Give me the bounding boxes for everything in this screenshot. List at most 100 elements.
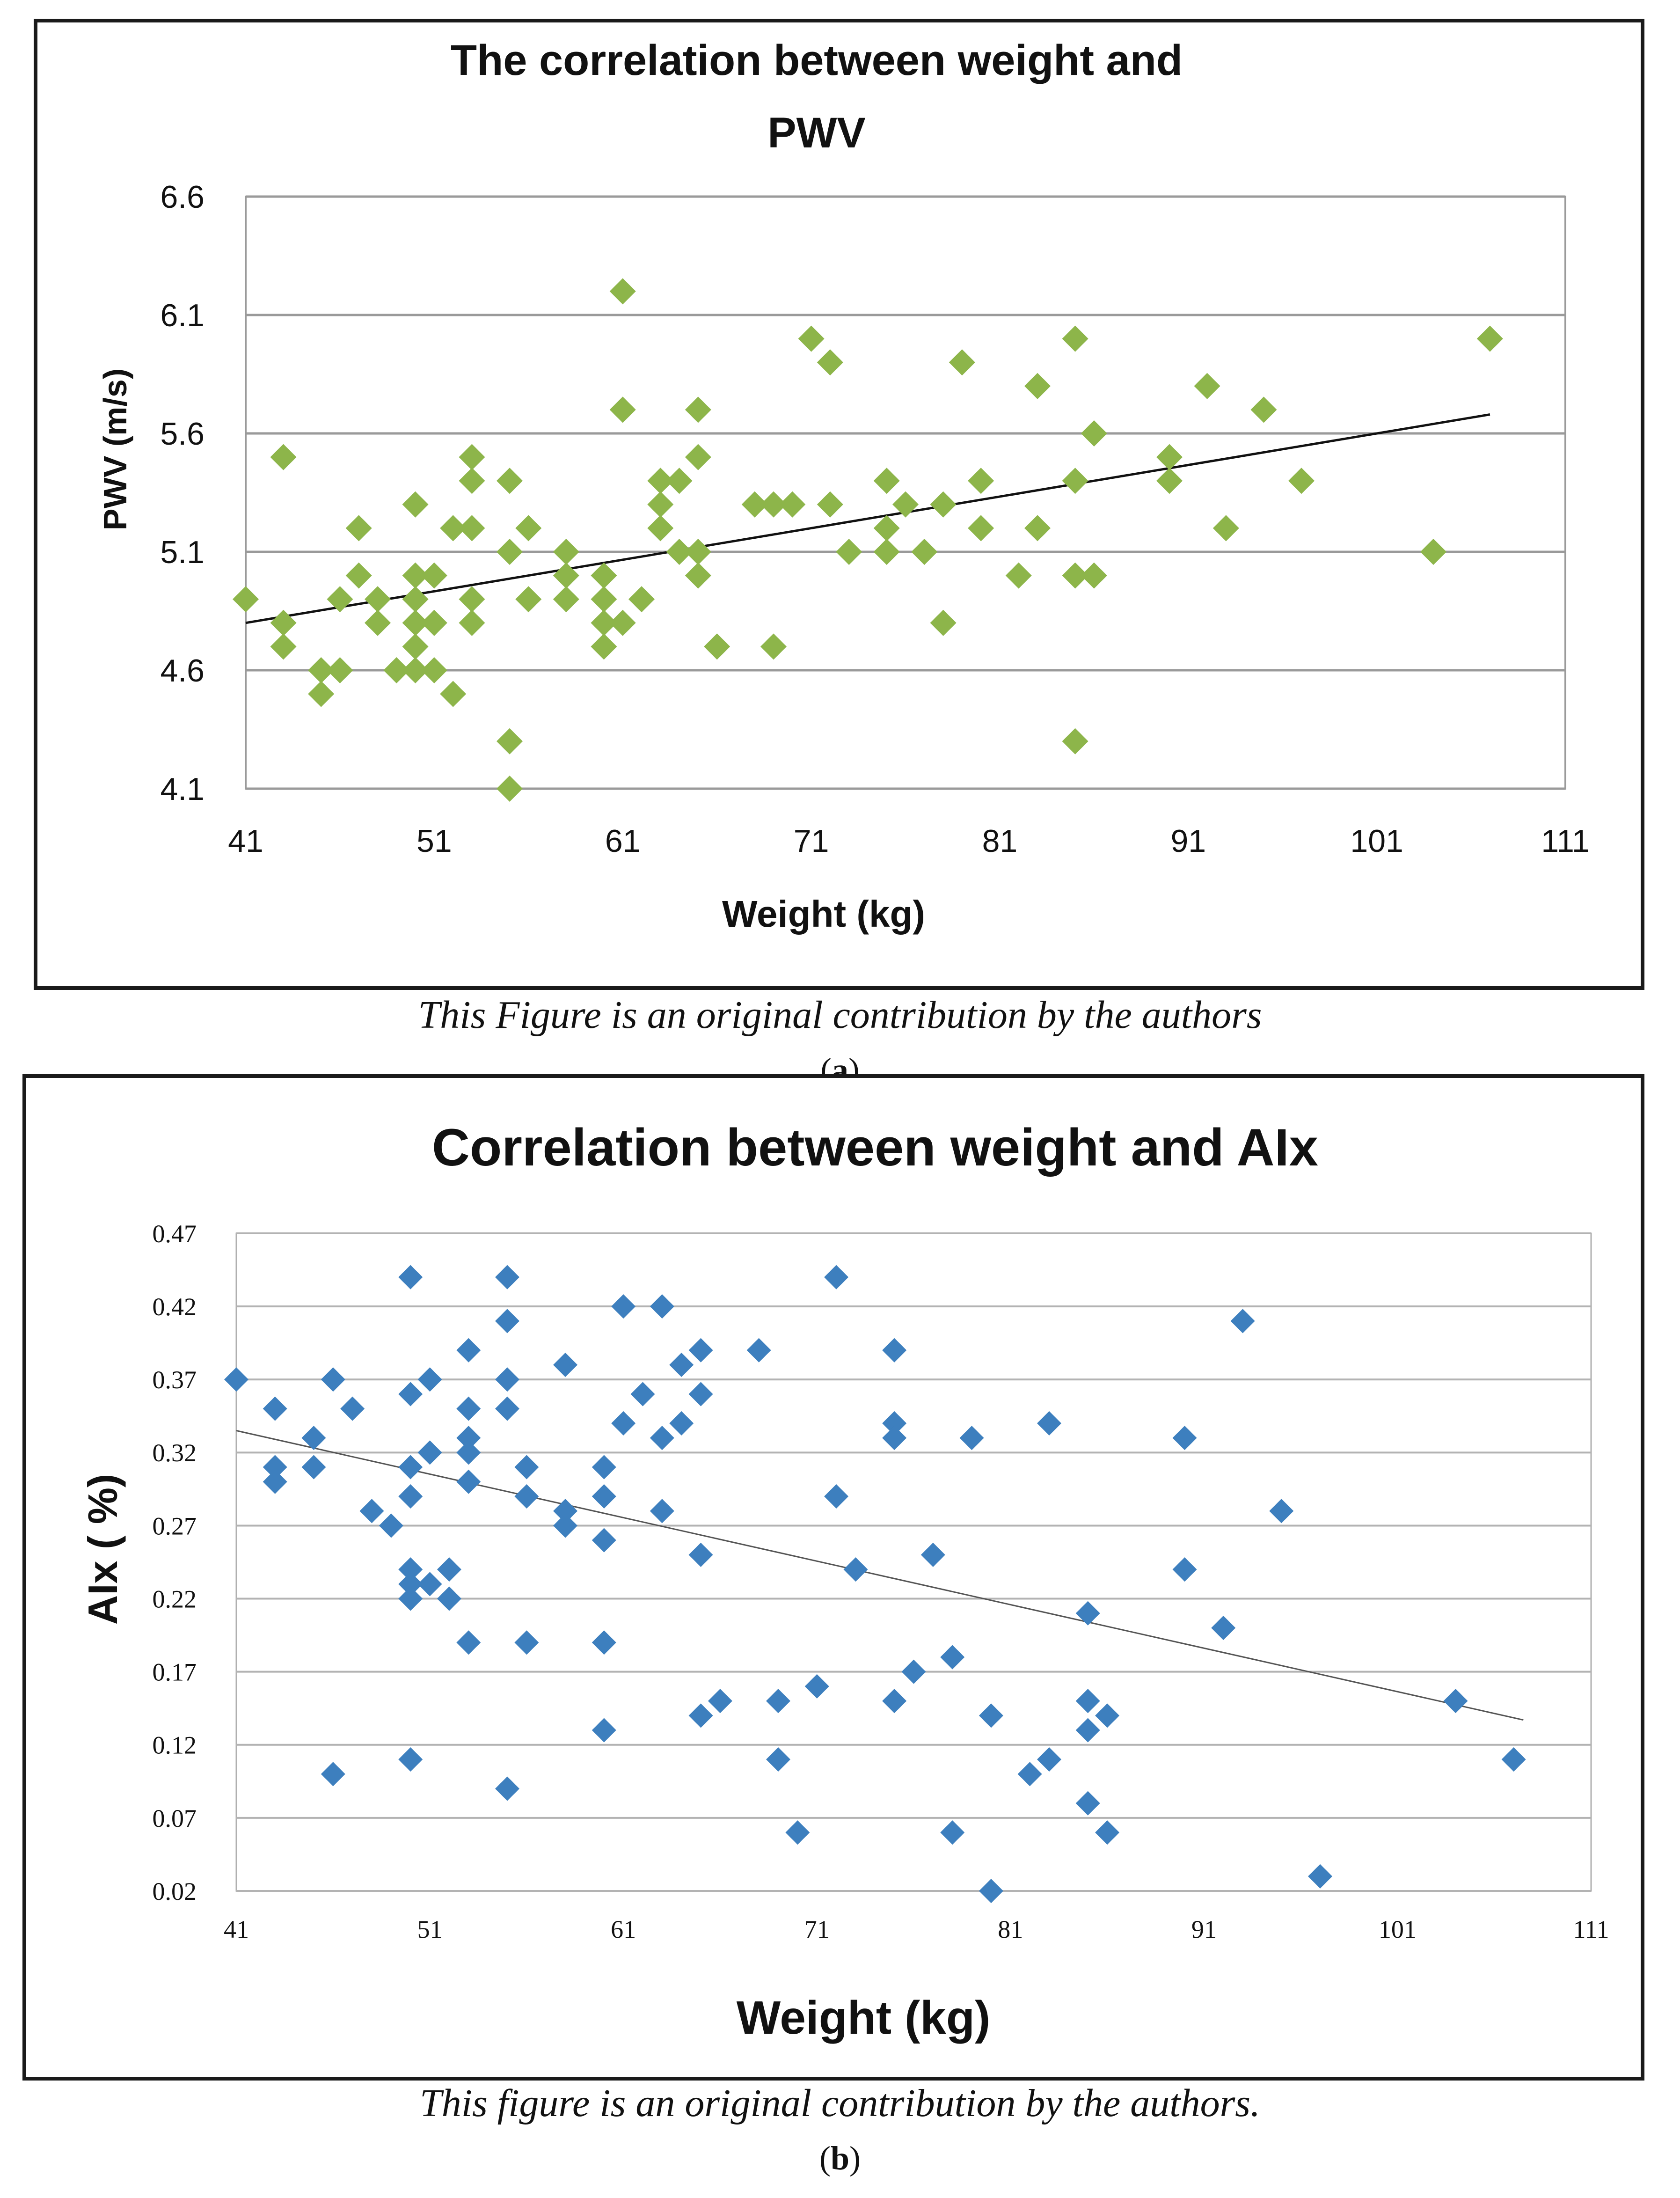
data-point [766,1747,790,1772]
data-point [495,1265,519,1289]
x-tick-label: 101 [1379,1915,1417,1943]
x-tick-label: 91 [1191,1915,1217,1943]
data-point [402,657,429,683]
data-point [760,491,787,518]
data-point [843,1557,868,1582]
data-point [630,1382,655,1407]
data-point [365,586,391,613]
data-point [685,539,711,565]
data-point [1005,562,1032,589]
data-point [321,1367,345,1392]
data-point [398,1382,423,1407]
data-point [1024,515,1051,542]
data-point [741,491,768,518]
data-point [402,609,429,636]
data-point [592,1455,616,1480]
data-point [402,633,429,660]
data-point [688,1703,713,1728]
data-point [1075,1601,1100,1626]
data-point [553,1513,578,1538]
data-point [515,515,542,542]
x-tick-label: 81 [998,1915,1023,1943]
data-point [824,1484,849,1509]
data-point [746,1338,771,1363]
data-point [647,468,674,494]
data-point [402,491,429,518]
data-point [514,1630,539,1655]
data-point [892,491,919,518]
data-point [456,1396,481,1421]
data-point [920,1542,945,1567]
data-point [609,609,636,636]
data-point [345,562,372,589]
data-point [685,444,711,470]
x-tick-label: 71 [804,1915,830,1943]
data-point [1095,1703,1120,1728]
data-point [836,539,862,565]
data-point [592,1630,616,1655]
data-point [669,1411,694,1436]
data-point [611,1294,636,1319]
x-tick-label: 91 [1170,823,1206,859]
data-point [688,1338,713,1363]
data-point [882,1338,907,1363]
data-point [766,1689,790,1714]
data-point [959,1426,984,1451]
trendline [236,1430,1524,1721]
y-tick-label: 0.07 [153,1804,197,1832]
data-point [440,515,467,542]
data-point [930,491,957,518]
data-point [327,586,353,613]
data-point [459,444,485,470]
data-point [798,325,825,352]
data-point [398,1572,423,1597]
data-point [940,1645,965,1670]
data-point [437,1557,461,1582]
data-point [1024,373,1051,399]
data-point [1230,1309,1255,1333]
data-point [233,586,259,613]
y-tick-label: 6.1 [160,298,205,333]
y-tick-label: 0.37 [153,1366,197,1394]
data-point [669,1353,694,1377]
data-point [270,609,297,636]
data-point [650,1426,674,1451]
data-point [1062,562,1088,589]
y-tick-label: 4.6 [160,653,205,689]
data-point [650,1499,674,1524]
y-axis-label: PWV (m/s) [97,368,133,530]
panel-label-b: (b) [0,2139,1680,2178]
data-point [1308,1864,1332,1889]
data-point [804,1674,829,1699]
data-point [497,468,523,494]
x-tick-label: 81 [982,823,1018,859]
y-tick-label: 0.12 [153,1731,197,1759]
data-point [402,586,429,613]
data-point [495,1367,519,1392]
plot-area [235,1232,1592,1892]
y-tick-label: 0.22 [153,1585,197,1613]
panel-label-b-open: ( [819,2139,831,2177]
data-point [650,1294,674,1319]
data-point [263,1396,287,1421]
data-point [591,586,617,613]
x-tick-label: 51 [417,1915,443,1943]
data-point [553,539,579,565]
data-point [1062,325,1088,352]
data-point [456,1469,481,1494]
x-tick-label: 41 [228,823,263,859]
data-point [666,468,693,494]
data-point [979,1879,1003,1903]
data-point [882,1411,907,1436]
data-point [301,1426,326,1451]
data-point [688,1382,713,1407]
y-tick-label: 5.6 [160,416,205,452]
y-tick-label: 0.42 [153,1293,197,1321]
data-point [1081,562,1107,589]
data-point [901,1659,926,1684]
data-point [417,1572,442,1597]
data-point [308,657,335,683]
y-tick-label: 5.1 [160,535,205,570]
data-point [1443,1689,1468,1714]
